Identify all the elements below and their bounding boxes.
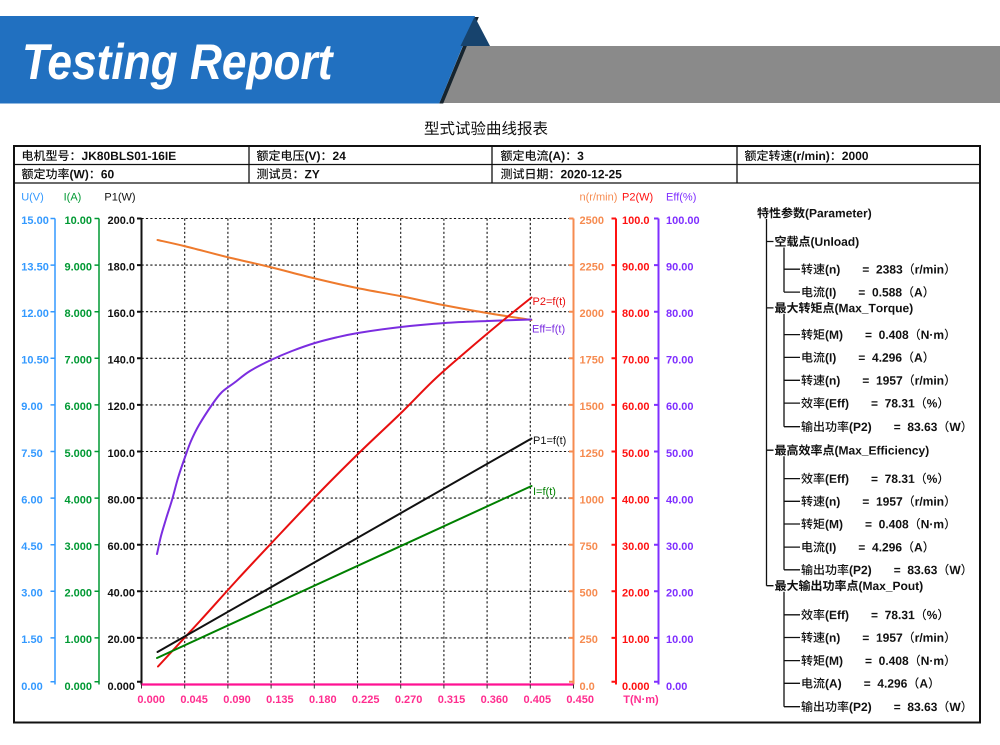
svg-text:120.0: 120.0: [108, 401, 136, 413]
svg-text:30.00: 30.00: [666, 541, 694, 553]
svg-text:0.045: 0.045: [180, 694, 208, 706]
svg-text:40.00: 40.00: [666, 494, 694, 506]
svg-text:P2=f(t): P2=f(t): [533, 296, 566, 308]
svg-text:0.00: 0.00: [21, 681, 42, 693]
svg-text:7.50: 7.50: [21, 448, 42, 460]
svg-text:2500: 2500: [580, 215, 604, 227]
svg-text:5.000: 5.000: [65, 448, 93, 460]
svg-text:250: 250: [580, 634, 598, 646]
svg-text:0.135: 0.135: [266, 694, 294, 706]
svg-text:60.00: 60.00: [622, 401, 650, 413]
svg-text:6.000: 6.000: [65, 401, 93, 413]
svg-text:30.00: 30.00: [622, 541, 650, 553]
svg-text:0.405: 0.405: [524, 694, 552, 706]
svg-text:40.00: 40.00: [622, 494, 650, 506]
svg-text:100.00: 100.00: [666, 215, 700, 227]
svg-text:U(V): U(V): [21, 192, 44, 204]
svg-text:0.000: 0.000: [65, 681, 93, 693]
svg-text:0.000: 0.000: [137, 694, 165, 706]
svg-text:40.00: 40.00: [108, 588, 136, 600]
svg-text:50.00: 50.00: [666, 448, 694, 460]
svg-text:0.450: 0.450: [566, 694, 594, 706]
svg-text:60.00: 60.00: [666, 401, 694, 413]
svg-text:500: 500: [580, 588, 598, 600]
svg-text:1000: 1000: [580, 494, 604, 506]
svg-text:140.0: 140.0: [108, 355, 136, 367]
svg-text:0.090: 0.090: [223, 694, 251, 706]
svg-text:10.00: 10.00: [666, 634, 694, 646]
svg-text:Testing Report: Testing Report: [22, 35, 335, 91]
svg-text:1750: 1750: [580, 355, 604, 367]
svg-text:I(A): I(A): [64, 192, 82, 204]
svg-text:0.270: 0.270: [395, 694, 423, 706]
svg-text:15.00: 15.00: [21, 215, 49, 227]
svg-text:10.50: 10.50: [21, 355, 49, 367]
svg-text:9.000: 9.000: [65, 261, 93, 273]
svg-text:10.00: 10.00: [65, 215, 93, 227]
svg-text:80.00: 80.00: [622, 308, 650, 320]
svg-text:Eff=f(t): Eff=f(t): [532, 324, 565, 336]
svg-text:9.00: 9.00: [21, 401, 42, 413]
svg-text:20.00: 20.00: [666, 588, 694, 600]
svg-text:3.000: 3.000: [65, 541, 93, 553]
svg-text:70.00: 70.00: [666, 355, 694, 367]
svg-text:0.000: 0.000: [108, 681, 136, 693]
svg-text:10.00: 10.00: [622, 634, 650, 646]
svg-text:0.315: 0.315: [438, 694, 466, 706]
svg-text:2.000: 2.000: [65, 588, 93, 600]
svg-text:0.180: 0.180: [309, 694, 337, 706]
svg-text:20.00: 20.00: [108, 634, 136, 646]
svg-text:0.360: 0.360: [481, 694, 509, 706]
svg-text:200.0: 200.0: [108, 215, 136, 227]
svg-text:4.50: 4.50: [21, 541, 42, 553]
svg-text:70.00: 70.00: [622, 355, 650, 367]
svg-text:100.0: 100.0: [108, 448, 136, 460]
svg-text:P2(W): P2(W): [622, 192, 653, 204]
svg-text:1500: 1500: [580, 401, 604, 413]
svg-text:0.225: 0.225: [352, 694, 380, 706]
svg-text:50.00: 50.00: [622, 448, 650, 460]
svg-text:0.0: 0.0: [580, 681, 595, 693]
svg-text:1.50: 1.50: [21, 634, 42, 646]
svg-text:80.00: 80.00: [666, 308, 694, 320]
svg-text:90.00: 90.00: [666, 261, 694, 273]
svg-text:7.000: 7.000: [65, 355, 93, 367]
svg-text:0.00: 0.00: [666, 681, 687, 693]
svg-text:180.0: 180.0: [108, 261, 136, 273]
svg-text:P1(W): P1(W): [104, 192, 135, 204]
svg-text:90.00: 90.00: [622, 261, 650, 273]
svg-text:8.000: 8.000: [65, 308, 93, 320]
svg-text:1250: 1250: [580, 448, 604, 460]
svg-text:80.00: 80.00: [108, 494, 136, 506]
svg-text:1.000: 1.000: [65, 634, 93, 646]
svg-text:60.00: 60.00: [108, 541, 136, 553]
svg-text:n(r/min): n(r/min): [580, 192, 618, 204]
svg-text:160.0: 160.0: [108, 308, 136, 320]
svg-text:750: 750: [580, 541, 598, 553]
svg-text:4.000: 4.000: [65, 494, 93, 506]
svg-text:13.50: 13.50: [21, 261, 49, 273]
svg-text:I=f(t): I=f(t): [533, 486, 556, 498]
svg-text:T(N·m): T(N·m): [623, 694, 659, 706]
svg-text:Eff(%): Eff(%): [666, 192, 696, 204]
svg-text:12.00: 12.00: [21, 308, 49, 320]
svg-text:P1=f(t): P1=f(t): [533, 435, 566, 447]
svg-text:2250: 2250: [580, 261, 604, 273]
svg-text:20.00: 20.00: [622, 588, 650, 600]
svg-text:2000: 2000: [580, 308, 604, 320]
svg-text:0.000: 0.000: [622, 681, 650, 693]
svg-text:3.00: 3.00: [21, 588, 42, 600]
svg-text:6.00: 6.00: [21, 494, 42, 506]
svg-text:100.0: 100.0: [622, 215, 650, 227]
